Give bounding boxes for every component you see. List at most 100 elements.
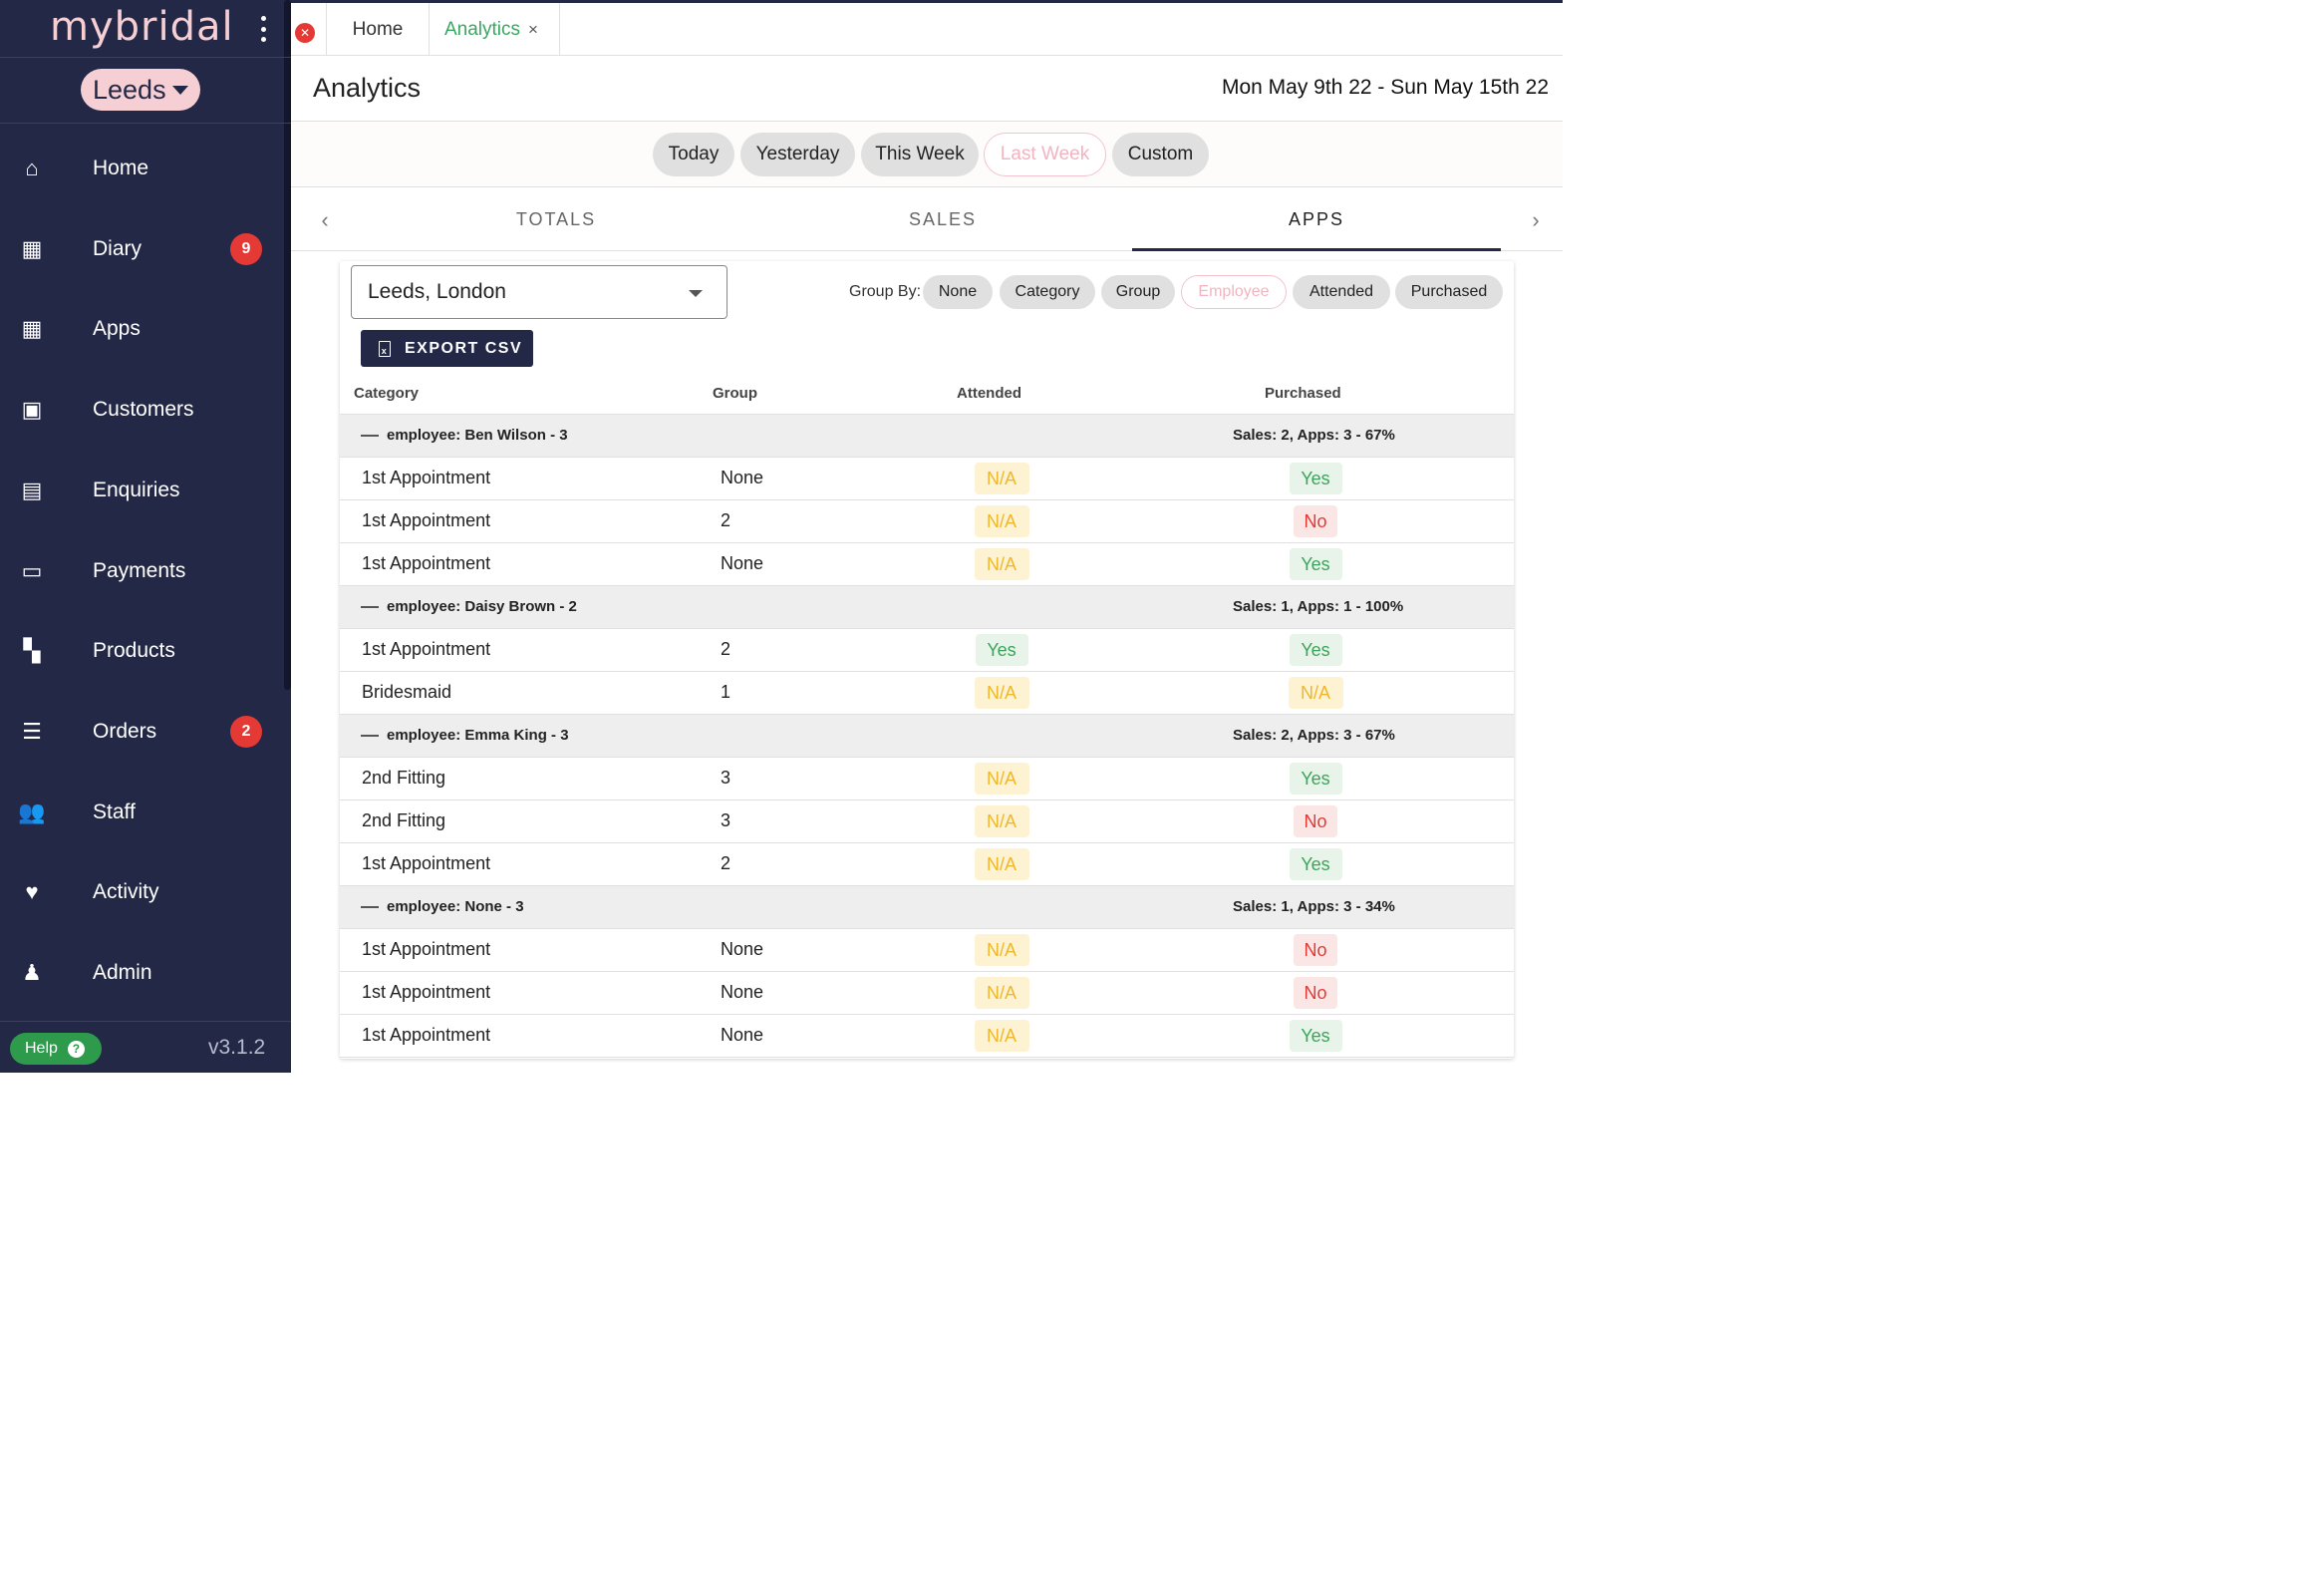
dropdown-arrow-icon xyxy=(689,290,703,297)
more-vertical-icon[interactable] xyxy=(255,16,271,42)
group-by-none-button[interactable]: None xyxy=(923,275,993,309)
chevron-left-icon[interactable]: ‹ xyxy=(321,207,329,232)
collapse-icon[interactable] xyxy=(361,734,379,737)
cell-group: None xyxy=(721,468,764,487)
column-header-group[interactable]: Group xyxy=(713,385,757,402)
sidebar-item-orders[interactable]: ☰ Orders 2 xyxy=(0,692,284,772)
apps-card: Leeds, London Group By: None Category Gr… xyxy=(340,261,1514,1059)
attended-status-badge: N/A xyxy=(974,505,1029,537)
group-name: employee: None - 3 xyxy=(387,898,524,915)
tab-home-label: Home xyxy=(352,18,404,40)
notification-badge: 2 xyxy=(230,715,262,748)
page-header: Analytics Mon May 9th 22 - Sun May 15th … xyxy=(291,56,1563,122)
attended-status-badge: N/A xyxy=(974,934,1029,966)
sidebar-item-staff[interactable]: 👥 Staff xyxy=(0,773,284,852)
cell-group: 3 xyxy=(721,810,731,830)
group-by-employee-button[interactable]: Employee xyxy=(1181,275,1287,309)
period-this-week-button[interactable]: This Week xyxy=(861,133,979,176)
sidebar-item-customers[interactable]: ▣ Customers xyxy=(0,370,284,450)
date-range: Mon May 9th 22 - Sun May 15th 22 xyxy=(1221,76,1549,99)
sidebar-item-label: Home xyxy=(93,157,149,179)
group-by-group-button[interactable]: Group xyxy=(1101,275,1175,309)
group-row[interactable]: employee: Emma King - 3 Sales: 2, Apps: 3… xyxy=(340,715,1514,758)
cell-group: None xyxy=(721,553,764,573)
group-by-purchased-button[interactable]: Purchased xyxy=(1395,275,1503,309)
close-all-tabs-icon[interactable]: ✕ xyxy=(295,23,315,43)
group-row[interactable]: employee: Daisy Brown - 2 Sales: 1, Apps:… xyxy=(340,586,1514,629)
sidebar-scrollbar[interactable] xyxy=(284,0,291,690)
calendar-icon: ▦ xyxy=(21,316,43,342)
help-button[interactable]: Help ? xyxy=(10,1033,102,1065)
table-row[interactable]: 1st Appointment None N/A Yes xyxy=(340,458,1514,500)
table-row[interactable]: 2nd Fitting 3 N/A No xyxy=(340,800,1514,843)
sidebar-footer: Help ? v3.1.2 xyxy=(0,1021,291,1073)
sidebar-item-apps[interactable]: ▦ Apps xyxy=(0,289,284,369)
group-row[interactable]: employee: None - 3 Sales: 1, Apps: 3 - 34… xyxy=(340,886,1514,929)
group-name: employee: Ben Wilson - 3 xyxy=(387,427,568,444)
period-last-week-button[interactable]: Last Week xyxy=(984,133,1106,176)
sidebar-item-label: Products xyxy=(93,639,175,663)
sidebar-item-payments[interactable]: ▭ Payments xyxy=(0,531,284,611)
period-selector: Today Yesterday This Week Last Week Cust… xyxy=(291,122,1563,187)
tab-apps[interactable]: APPS xyxy=(1132,187,1501,251)
top-accent-line xyxy=(291,0,1563,3)
export-csv-button[interactable]: x EXPORT CSV xyxy=(361,330,533,367)
app-version: v3.1.2 xyxy=(208,1036,266,1059)
cell-group: 1 xyxy=(721,682,731,702)
period-yesterday-button[interactable]: Yesterday xyxy=(740,133,855,176)
page-title: Analytics xyxy=(313,73,422,103)
period-today-button[interactable]: Today xyxy=(653,133,734,176)
collapse-icon[interactable] xyxy=(361,434,379,437)
sidebar-item-home[interactable]: ⌂ Home xyxy=(0,129,284,208)
table-row[interactable]: 2nd Fitting 3 N/A Yes xyxy=(340,758,1514,800)
close-tab-icon[interactable]: × xyxy=(528,19,538,39)
column-header-purchased[interactable]: Purchased xyxy=(1265,385,1341,402)
purchased-status-badge: Yes xyxy=(1289,1020,1342,1052)
table-row[interactable]: 1st Appointment 2 Yes Yes xyxy=(340,629,1514,672)
tab-analytics[interactable]: Analytics × xyxy=(430,3,560,56)
purchased-status-badge: N/A xyxy=(1288,677,1343,709)
sidebar-item-label: Diary xyxy=(93,236,143,260)
tab-analytics-label: Analytics xyxy=(444,18,521,40)
attended-status-badge: Yes xyxy=(975,634,1028,666)
tab-sales[interactable]: SALES xyxy=(908,208,978,229)
collapse-icon[interactable] xyxy=(361,905,379,908)
table-row[interactable]: 1st Appointment None N/A No xyxy=(340,929,1514,972)
tab-home[interactable]: Home xyxy=(326,3,430,56)
sidebar-item-admin[interactable]: ♟ Admin xyxy=(0,933,284,1013)
group-by-category-button[interactable]: Category xyxy=(1000,275,1095,309)
chevron-right-icon[interactable]: › xyxy=(1532,207,1540,232)
group-row[interactable]: employee: Ben Wilson - 3 Sales: 2, Apps: … xyxy=(340,415,1514,458)
sidebar-item-label: Apps xyxy=(93,317,141,341)
branch-selector[interactable]: Leeds xyxy=(81,69,200,111)
table-row[interactable]: Bridesmaid 1 N/A N/A xyxy=(340,672,1514,715)
collapse-icon[interactable] xyxy=(361,605,379,608)
cell-group: 2 xyxy=(721,639,731,659)
sidebar-item-label: Staff xyxy=(93,799,136,823)
column-header-category[interactable]: Category xyxy=(354,385,420,402)
column-header-attended[interactable]: Attended xyxy=(957,385,1021,402)
sidebar-item-enquiries[interactable]: ▤ Enquiries xyxy=(0,451,284,530)
table-row[interactable]: 1st Appointment 2 N/A Yes xyxy=(340,843,1514,886)
sidebar-item-activity[interactable]: ♥ Activity xyxy=(0,852,284,932)
notification-badge: 9 xyxy=(230,232,262,265)
location-select[interactable]: Leeds, London xyxy=(351,265,727,319)
group-title: employee: Ben Wilson - 3 xyxy=(361,427,568,444)
group-summary: Sales: 2, Apps: 3 - 67% xyxy=(1233,727,1395,744)
attended-status-badge: N/A xyxy=(974,677,1029,709)
table-row[interactable]: 1st Appointment None N/A No xyxy=(340,972,1514,1015)
user-shield-icon: ♟ xyxy=(22,960,42,985)
group-by-attended-button[interactable]: Attended xyxy=(1293,275,1390,309)
table-row[interactable]: 1st Appointment 2 N/A No xyxy=(340,500,1514,543)
table-row[interactable]: 1st Appointment None N/A Yes xyxy=(340,543,1514,586)
sidebar-item-products[interactable]: ▚ Products xyxy=(0,611,284,691)
tab-totals[interactable]: TOTALS xyxy=(515,208,597,229)
group-summary: Sales: 1, Apps: 3 - 34% xyxy=(1233,898,1395,915)
purchased-status-badge: No xyxy=(1294,505,1337,537)
table-row[interactable]: 1st Appointment None N/A Yes xyxy=(340,1015,1514,1058)
export-csv-label: EXPORT CSV xyxy=(405,339,523,357)
period-custom-button[interactable]: Custom xyxy=(1112,133,1209,176)
purchased-status-badge: No xyxy=(1294,805,1337,837)
sidebar-item-diary[interactable]: ▦ Diary 9 xyxy=(0,209,284,289)
cell-group: None xyxy=(721,982,764,1002)
